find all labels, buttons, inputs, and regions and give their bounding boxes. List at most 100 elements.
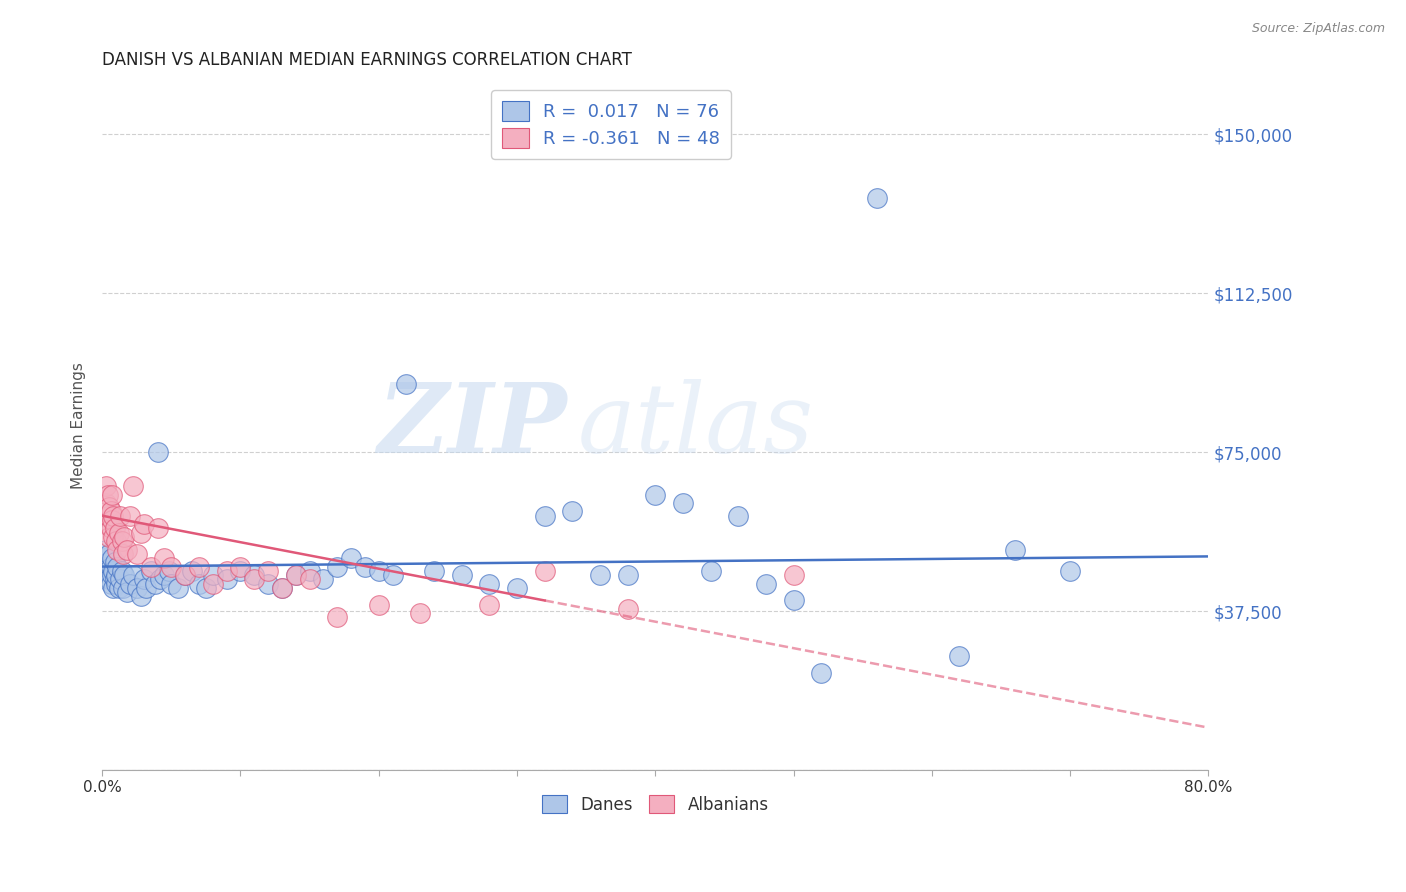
Point [782, 593, 804, 607]
Point [118, 576, 141, 591]
Point [125, 581, 148, 595]
Point [589, 568, 612, 582]
Point [108, 508, 131, 523]
Point [257, 576, 280, 591]
Point [174, 568, 197, 582]
Point [298, 572, 321, 586]
Point [229, 559, 252, 574]
Point [354, 559, 377, 574]
Point [98, 572, 121, 586]
Point [672, 496, 695, 510]
Point [94, 551, 117, 566]
Point [125, 547, 148, 561]
Point [1059, 564, 1081, 578]
Point [139, 559, 162, 574]
Point [97, 555, 120, 569]
Point [381, 568, 404, 582]
Text: ZIP: ZIP [377, 379, 567, 473]
Point [105, 534, 128, 549]
Point [111, 581, 134, 595]
Point [101, 513, 124, 527]
Point [326, 559, 349, 574]
Point [110, 534, 132, 549]
Point [100, 521, 122, 535]
Point [107, 581, 129, 595]
Point [312, 572, 335, 586]
Point [146, 521, 169, 535]
Point [103, 530, 125, 544]
Point [132, 517, 155, 532]
Point [450, 568, 472, 582]
Point [215, 572, 238, 586]
Point [243, 568, 266, 582]
Point [948, 648, 970, 663]
Point [129, 589, 152, 603]
Point [478, 576, 501, 591]
Point [271, 581, 294, 595]
Point [103, 564, 125, 578]
Point [108, 572, 131, 586]
Point [506, 581, 529, 595]
Point [118, 508, 141, 523]
Text: atlas: atlas [578, 379, 814, 473]
Point [367, 598, 389, 612]
Text: Source: ZipAtlas.com: Source: ZipAtlas.com [1251, 22, 1385, 36]
Point [94, 517, 117, 532]
Point [699, 564, 721, 578]
Point [101, 487, 124, 501]
Point [782, 568, 804, 582]
Point [340, 551, 363, 566]
Point [101, 551, 124, 566]
Point [103, 508, 125, 523]
Point [727, 508, 749, 523]
Point [105, 568, 128, 582]
Point [111, 547, 134, 561]
Point [96, 496, 118, 510]
Point [135, 581, 157, 595]
Text: DANISH VS ALBANIAN MEDIAN EARNINGS CORRELATION CHART: DANISH VS ALBANIAN MEDIAN EARNINGS CORRE… [103, 51, 633, 69]
Point [409, 606, 432, 620]
Y-axis label: Median Earnings: Median Earnings [72, 362, 86, 489]
Point [107, 559, 129, 574]
Point [143, 576, 166, 591]
Point [157, 564, 180, 578]
Point [110, 564, 132, 578]
Point [104, 521, 127, 535]
Point [1004, 542, 1026, 557]
Point [810, 665, 832, 680]
Point [100, 504, 122, 518]
Point [98, 500, 121, 515]
Point [174, 568, 197, 582]
Point [103, 581, 125, 595]
Point [188, 559, 211, 574]
Point [107, 542, 129, 557]
Point [132, 572, 155, 586]
Point [96, 542, 118, 557]
Point [160, 559, 183, 574]
Point [181, 564, 204, 578]
Point [105, 576, 128, 591]
Point [229, 564, 252, 578]
Point [644, 487, 666, 501]
Point [194, 581, 217, 595]
Point [153, 568, 176, 582]
Point [755, 576, 778, 591]
Point [112, 568, 135, 582]
Point [616, 602, 638, 616]
Point [96, 559, 118, 574]
Point [271, 581, 294, 595]
Point [97, 508, 120, 523]
Point [107, 525, 129, 540]
Point [115, 542, 138, 557]
Point [97, 487, 120, 501]
Point [149, 572, 172, 586]
Point [533, 508, 555, 523]
Point [865, 191, 887, 205]
Point [104, 555, 127, 569]
Point [201, 576, 224, 591]
Point [243, 572, 266, 586]
Point [616, 568, 638, 582]
Point [167, 581, 190, 595]
Point [129, 525, 152, 540]
Point [104, 572, 127, 586]
